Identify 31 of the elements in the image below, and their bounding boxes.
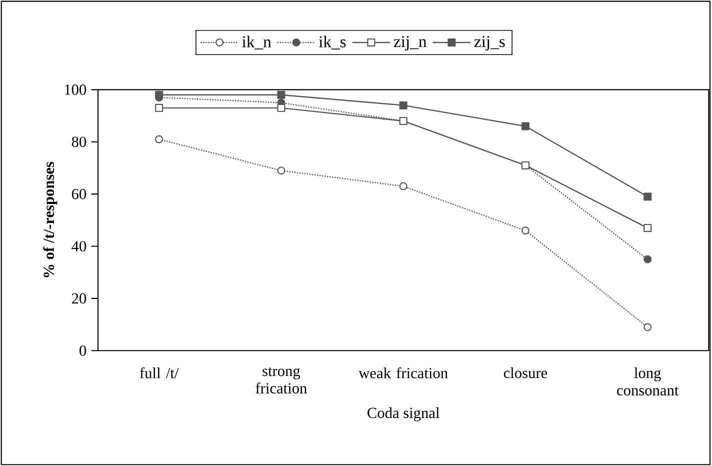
point xyxy=(155,135,164,144)
point xyxy=(155,104,164,112)
legend-label: zij_n xyxy=(394,36,427,51)
point xyxy=(521,122,530,130)
x-tick-label: strong frication xyxy=(256,367,307,394)
y-tick-label: 40 xyxy=(72,241,86,252)
point xyxy=(277,90,286,99)
point xyxy=(155,90,164,99)
point xyxy=(644,192,652,201)
x-axis-title: Coda signal xyxy=(368,407,440,422)
y-tick-label: 60 xyxy=(72,188,86,200)
legend-label: ik_s xyxy=(318,36,346,50)
x-tick-label: weak frication xyxy=(358,367,448,378)
x-tick-label: full /t/ xyxy=(140,367,179,378)
y-tick-label: 0 xyxy=(80,345,86,356)
point xyxy=(277,166,286,175)
point xyxy=(644,224,652,232)
point xyxy=(521,226,530,235)
y-tick-label: 100 xyxy=(64,84,86,95)
point xyxy=(644,255,652,264)
y-tick-label: 20 xyxy=(72,293,86,304)
legend-label: ik_n xyxy=(242,36,272,50)
point xyxy=(644,323,652,332)
legend-label: zij_s xyxy=(474,36,505,51)
x-tick-label: long consonant xyxy=(617,367,679,396)
point xyxy=(277,104,286,112)
point xyxy=(399,182,408,190)
y-tick-label: 80 xyxy=(72,136,86,148)
point xyxy=(399,101,408,110)
x-tick-label: closure xyxy=(504,367,548,378)
y-axis-title: % of /t/-responses xyxy=(43,162,58,278)
